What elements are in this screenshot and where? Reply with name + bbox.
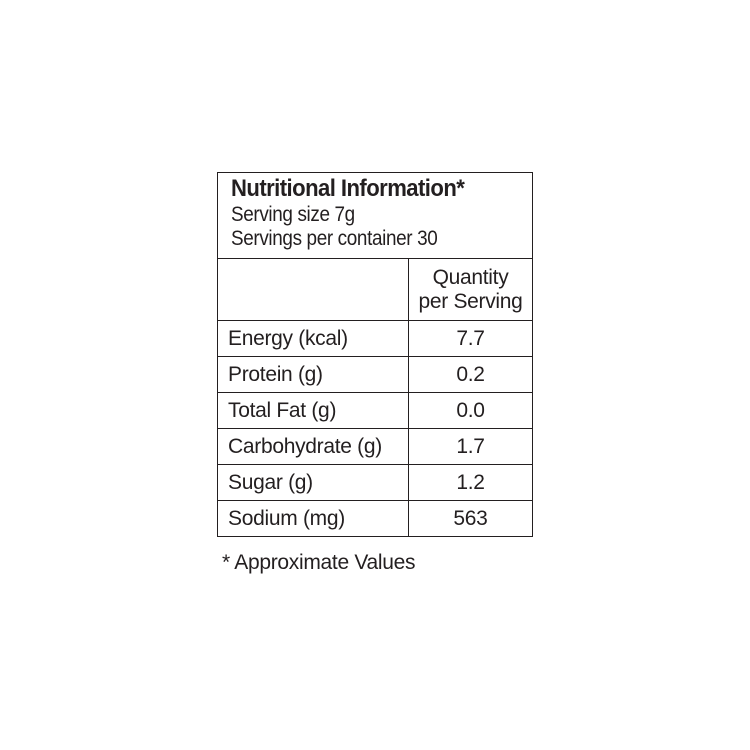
nutrient-value: 1.2 [408, 464, 532, 501]
nutrient-name: Energy (kcal) [218, 320, 409, 357]
nutrient-value: 0.2 [408, 356, 532, 393]
nutrient-row: Carbohydrate (g) 1.7 [218, 428, 532, 465]
nutrient-row: Energy (kcal) 7.7 [218, 320, 532, 357]
panel-header: Nutritional Information* Serving size 7g… [218, 173, 532, 259]
column-header-line: per Serving [418, 289, 523, 313]
nutrient-name: Sugar (g) [218, 464, 409, 501]
nutrient-row: Sugar (g) 1.2 [218, 464, 532, 501]
nutrition-table: Quantity per Serving Energy (kcal) 7.7 Pro… [218, 259, 532, 536]
table-body: Quantity per Serving Energy (kcal) 7.7 Pro… [218, 259, 532, 536]
nutrient-value: 0.0 [408, 392, 532, 429]
nutrient-name: Total Fat (g) [218, 392, 409, 429]
nutrient-row: Protein (g) 0.2 [218, 356, 532, 393]
nutrient-name: Carbohydrate (g) [218, 428, 409, 465]
nutrient-value: 1.7 [408, 428, 532, 465]
nutrient-name: Protein (g) [218, 356, 409, 393]
nutrient-row: Sodium (mg) 563 [218, 500, 532, 536]
footnote: * Approximate Values [222, 551, 416, 574]
nutrient-value: 563 [408, 500, 532, 536]
title: Nutritional Information* [231, 175, 465, 202]
nutrient-row: Total Fat (g) 0.0 [218, 392, 532, 429]
servings-per-container: Servings per container 30 [231, 227, 438, 250]
empty-cell [218, 259, 409, 321]
nutrition-panel: Nutritional Information* Serving size 7g… [217, 172, 533, 537]
header-row: Quantity per Serving [218, 259, 532, 321]
serving-size: Serving size 7g [231, 203, 355, 226]
column-header-line: Quantity [432, 265, 509, 289]
nutrient-value: 7.7 [408, 320, 532, 357]
column-header: Quantity per Serving [408, 259, 532, 321]
nutrient-name: Sodium (mg) [218, 500, 409, 536]
